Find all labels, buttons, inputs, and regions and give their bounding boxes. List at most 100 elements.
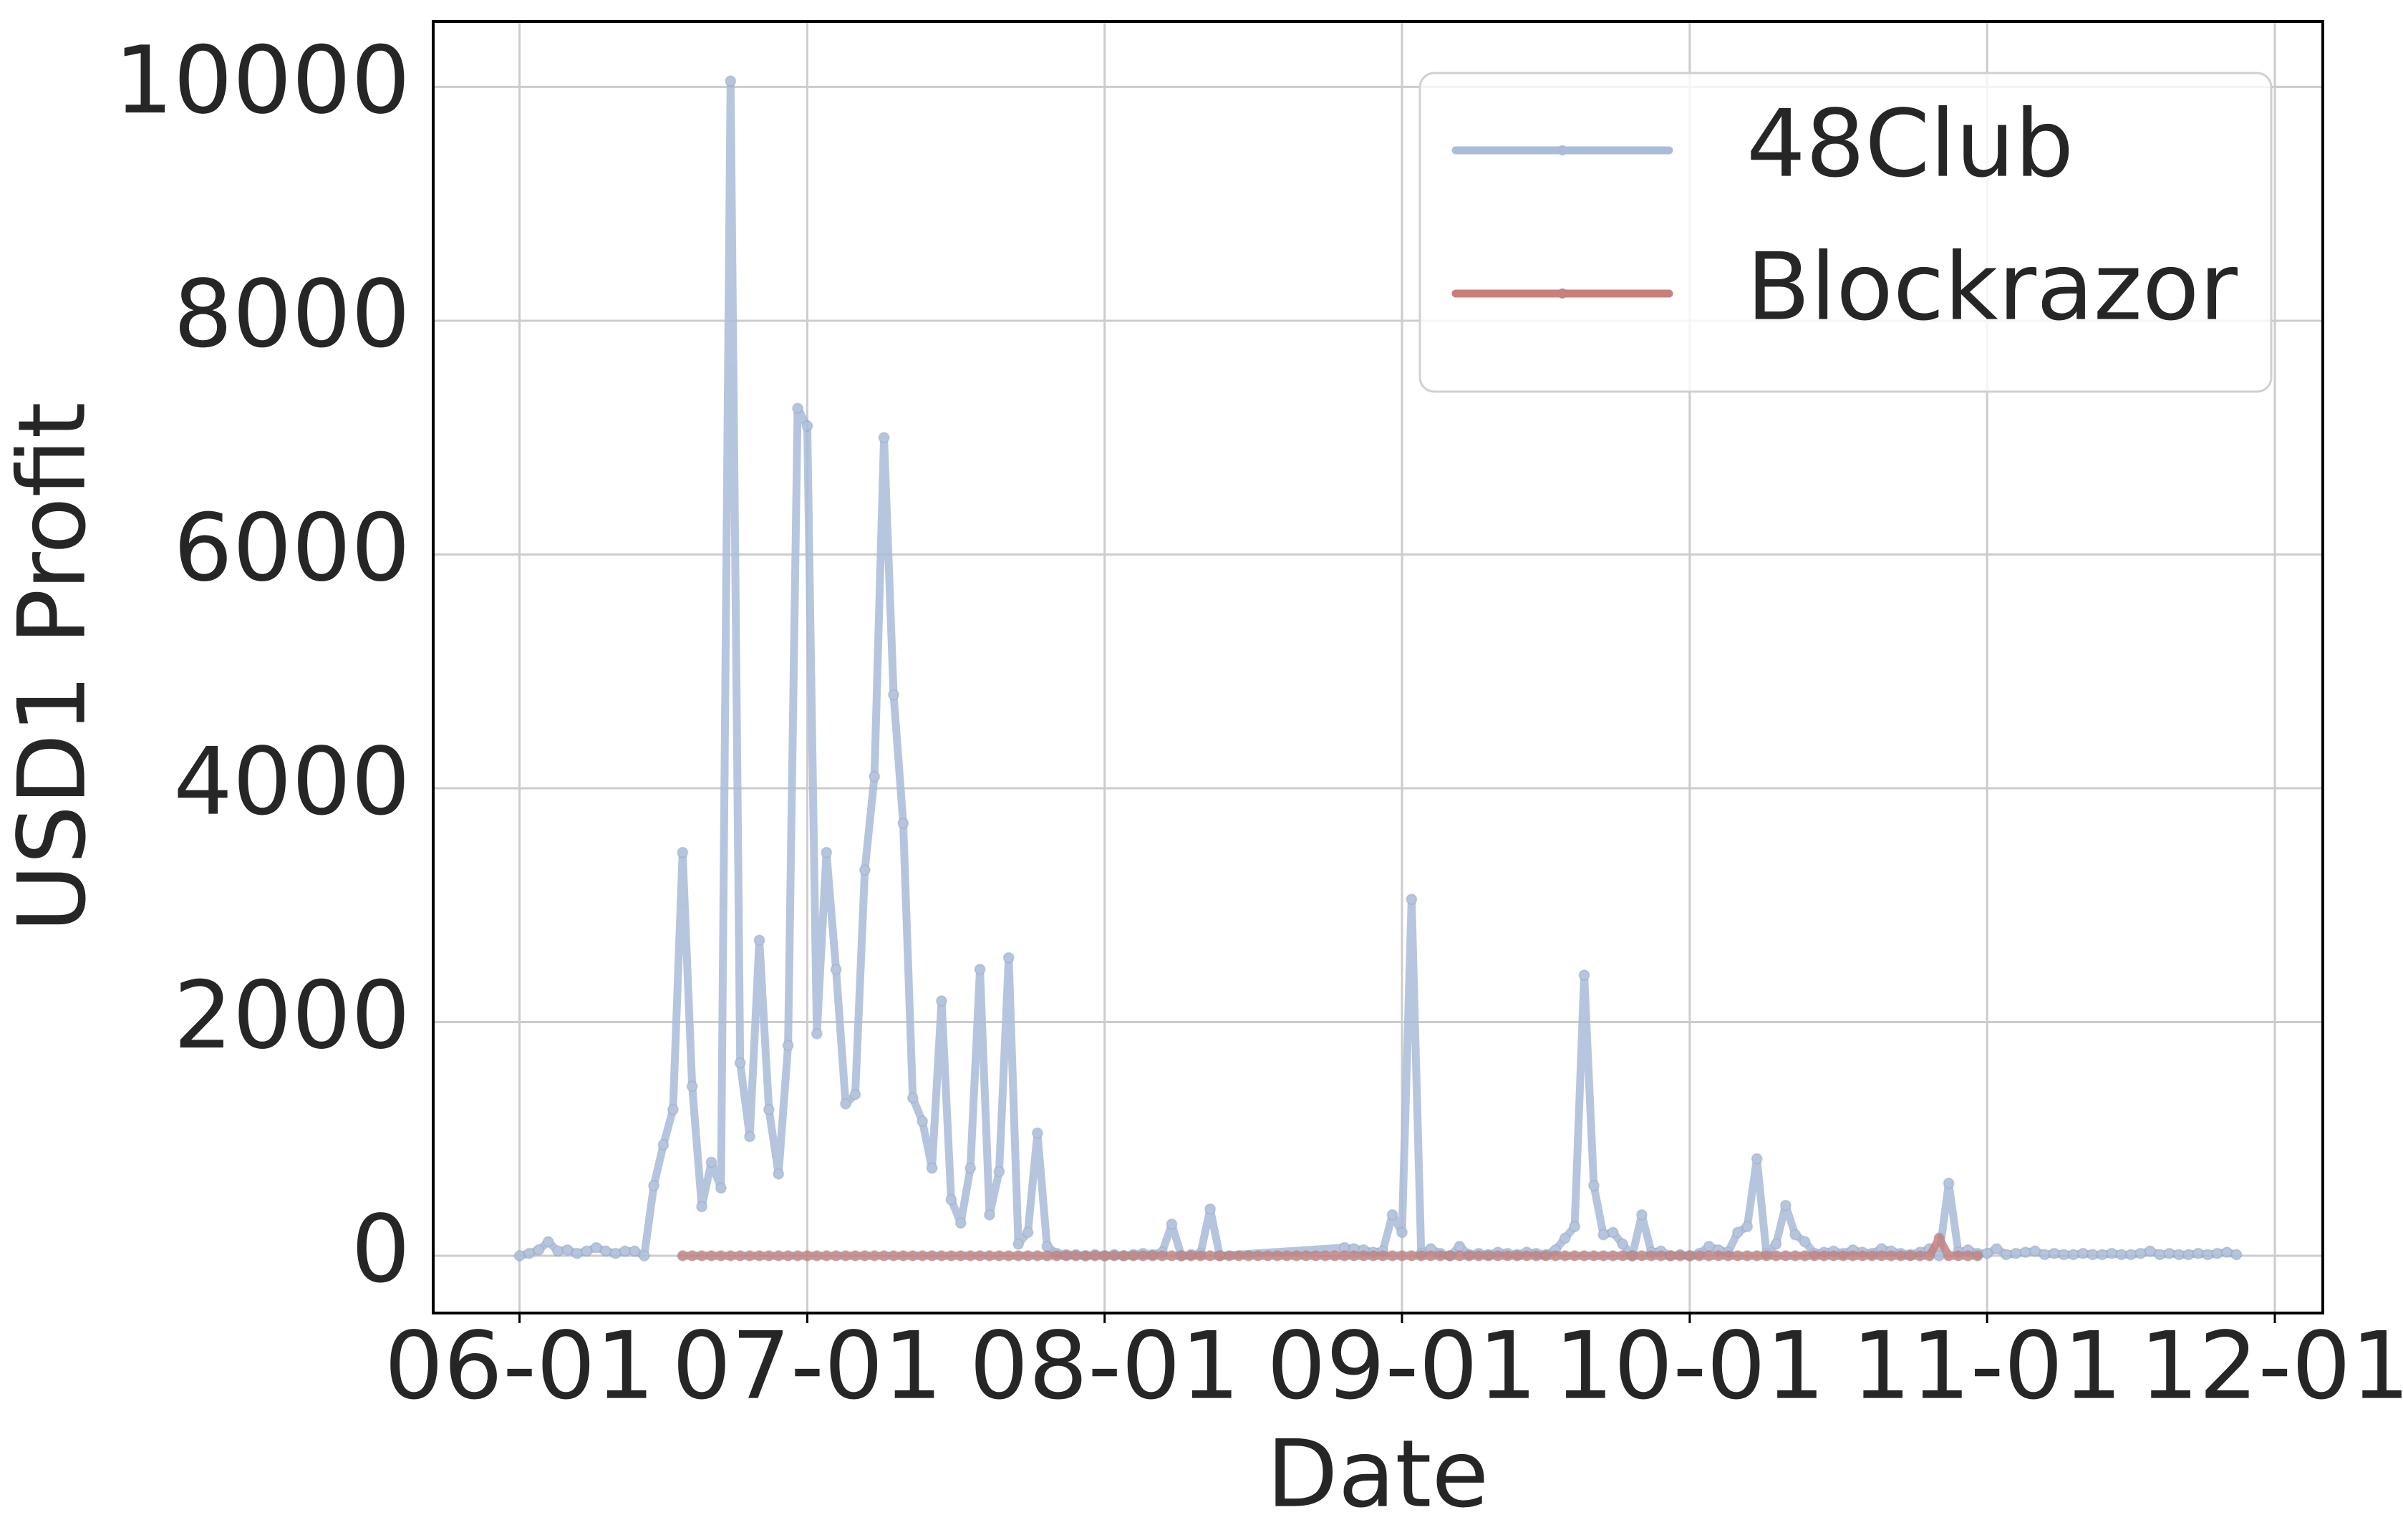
point: [1031, 1127, 1043, 1139]
point: [581, 1245, 593, 1257]
x-tick-label: 08-01: [970, 1312, 1240, 1420]
point: [1300, 1250, 1312, 1262]
point: [782, 1250, 794, 1262]
point: [1012, 1238, 1025, 1250]
point: [935, 995, 947, 1007]
point: [648, 1180, 660, 1192]
point: [1454, 1240, 1466, 1252]
point: [2192, 1247, 2204, 1259]
point: [926, 1162, 938, 1174]
point: [792, 402, 804, 415]
point: [2221, 1246, 2233, 1259]
point: [1761, 1250, 1773, 1262]
point: [2173, 1249, 2185, 1261]
point: [2115, 1249, 2127, 1261]
point: [964, 1162, 977, 1174]
point: [869, 1250, 881, 1262]
point: [1933, 1232, 1945, 1244]
point: [945, 1250, 957, 1262]
point: [1262, 1250, 1274, 1262]
point: [1070, 1250, 1082, 1262]
point: [801, 1250, 813, 1262]
x-tick-label: 12-01: [2140, 1312, 2403, 1420]
y-axis-label: USD1 Profit: [0, 402, 107, 933]
point: [869, 770, 881, 783]
point: [552, 1245, 564, 1257]
point: [906, 1250, 919, 1262]
point: [1914, 1250, 1926, 1262]
point: [840, 1098, 852, 1110]
point: [2058, 1249, 2070, 1261]
point: [1875, 1250, 1887, 1262]
point: [1962, 1250, 1974, 1262]
point: [1713, 1250, 1725, 1262]
point: [715, 1250, 727, 1262]
point: [2077, 1247, 2089, 1259]
point: [686, 1250, 698, 1262]
point: [974, 1250, 986, 1262]
point: [1952, 1250, 1964, 1262]
point: [2134, 1247, 2147, 1259]
point: [1607, 1250, 1619, 1262]
point: [1271, 1250, 1283, 1262]
point: [513, 1250, 526, 1262]
point: [1809, 1250, 1821, 1262]
point: [2106, 1247, 2118, 1259]
point: [1751, 1250, 1763, 1262]
point: [1981, 1247, 1993, 1259]
point: [1415, 1250, 1427, 1262]
point: [1377, 1250, 1389, 1262]
point: [840, 1250, 852, 1262]
legend-point: [1557, 145, 1567, 155]
point: [1204, 1203, 1217, 1215]
point: [782, 1040, 794, 1052]
point: [917, 1250, 929, 1262]
point: [1943, 1177, 1955, 1189]
point: [1971, 1250, 1983, 1262]
point: [1731, 1226, 1744, 1239]
point: [561, 1244, 574, 1256]
point: [1847, 1250, 1859, 1262]
point: [1866, 1250, 1878, 1262]
point: [1022, 1250, 1034, 1262]
y-tick-label: 4000: [173, 727, 410, 836]
point: [571, 1247, 583, 1259]
point: [1991, 1243, 2003, 1255]
point: [1511, 1250, 1523, 1262]
point: [1491, 1250, 1504, 1262]
point: [744, 1250, 756, 1262]
point: [2039, 1249, 2051, 1261]
point: [1233, 1250, 1245, 1262]
point: [590, 1241, 602, 1254]
point: [1904, 1250, 1916, 1262]
point: [1137, 1250, 1149, 1262]
point: [1789, 1229, 1802, 1241]
point: [1175, 1250, 1187, 1262]
point: [1050, 1250, 1063, 1262]
point: [897, 1250, 909, 1262]
point: [1156, 1250, 1169, 1262]
plot-frame: [432, 20, 2324, 1314]
point: [725, 75, 737, 87]
point: [542, 1236, 554, 1248]
point: [1635, 1250, 1648, 1262]
point: [753, 1250, 765, 1262]
point: [801, 420, 813, 432]
point: [600, 1245, 612, 1257]
point: [1454, 1250, 1466, 1262]
point: [888, 689, 900, 701]
point: [677, 846, 689, 858]
point: [1607, 1226, 1619, 1239]
point: [715, 1182, 727, 1194]
point: [974, 964, 986, 976]
point: [1587, 1250, 1600, 1262]
point: [1367, 1250, 1379, 1262]
point: [2000, 1249, 2012, 1261]
point: [705, 1156, 717, 1168]
point: [1569, 1250, 1581, 1262]
point: [2048, 1247, 2060, 1259]
point: [1386, 1209, 1398, 1221]
y-tick-label: 0: [351, 1195, 410, 1304]
point: [1597, 1250, 1610, 1262]
point: [773, 1168, 785, 1180]
